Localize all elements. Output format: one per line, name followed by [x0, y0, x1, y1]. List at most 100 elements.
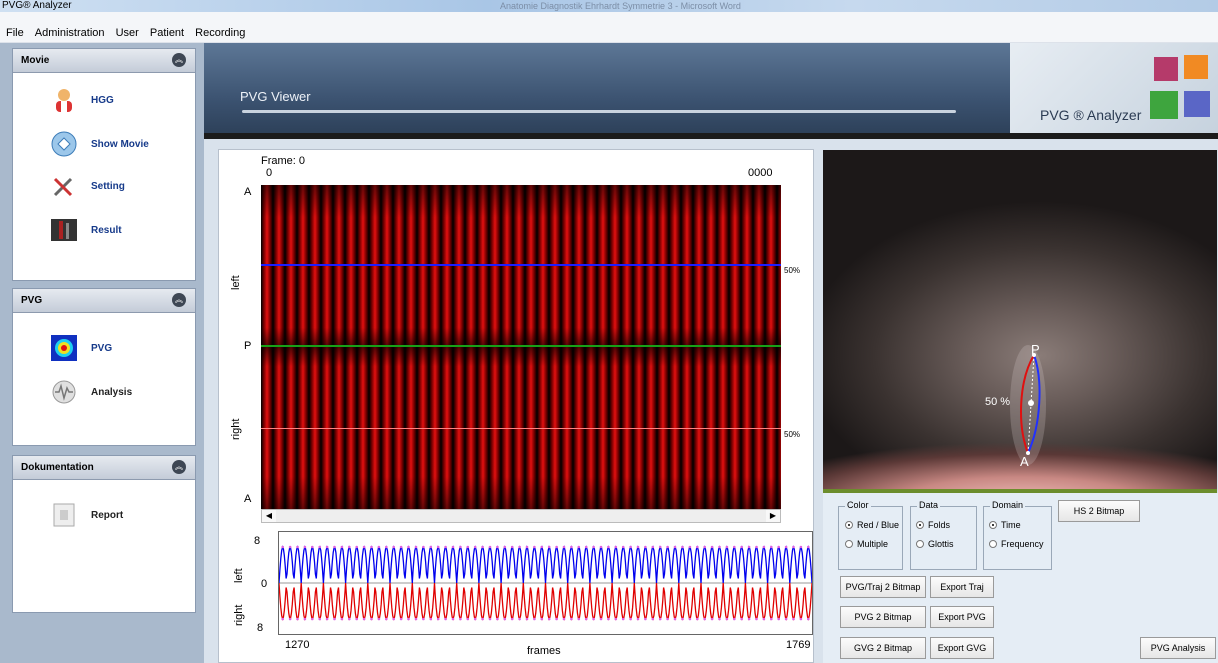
left-50-line	[261, 264, 781, 266]
peak-marker	[340, 617, 344, 621]
waveform-icon	[52, 380, 76, 404]
peak-marker	[688, 617, 692, 621]
kymogram-end: 0000	[748, 167, 773, 179]
sidebar-item-report[interactable]: Report	[51, 500, 191, 530]
pvg-analysis-button[interactable]: PVG Analysis	[1140, 637, 1216, 659]
peak-marker	[592, 617, 595, 621]
sidebar-item-show-movie[interactable]: Show Movie	[51, 129, 191, 159]
data-option-folds[interactable]: Folds	[916, 520, 950, 530]
sidebar-item-hgg[interactable]: HGG	[51, 85, 191, 115]
peak-marker	[755, 545, 758, 549]
gvg-2-bitmap-button[interactable]: GVG 2 Bitmap	[840, 637, 926, 659]
banner-strip	[204, 133, 1218, 139]
scroll-right-icon[interactable]: ▶	[766, 510, 780, 522]
peak-marker	[807, 617, 810, 621]
domain-option-time[interactable]: Time	[989, 520, 1021, 530]
peak-marker	[799, 617, 803, 621]
peak-marker	[681, 617, 684, 621]
collapse-icon[interactable]: ︽	[172, 460, 186, 474]
peak-marker	[296, 545, 299, 549]
collapse-icon[interactable]: ︽	[172, 53, 186, 67]
movie-icon	[51, 131, 77, 157]
export-pvg-button[interactable]: Export PVG	[930, 606, 994, 628]
peak-marker	[807, 545, 810, 549]
peak-marker	[696, 617, 699, 621]
radio-icon[interactable]	[845, 540, 853, 548]
peak-marker	[451, 617, 455, 621]
radio-icon[interactable]	[916, 540, 924, 548]
menu-bar: File Administration User Patient Recordi…	[0, 12, 1218, 43]
kymogram-scrollbar[interactable]: ◀ ▶	[261, 509, 781, 523]
kymogram-label-a-top: A	[244, 186, 252, 198]
export-traj-button[interactable]: Export Traj	[930, 576, 994, 598]
peak-marker	[740, 545, 743, 549]
pvg-panel-header[interactable]: PVG ︽	[13, 289, 195, 313]
sidebar-item-analysis[interactable]: Analysis	[51, 377, 191, 407]
data-legend: Data	[917, 500, 941, 510]
sidebar-item-label: Setting	[91, 181, 125, 192]
sidebar-item-pvg[interactable]: PVG	[51, 333, 191, 363]
sidebar-item-result[interactable]: Result	[51, 215, 191, 245]
hs-2-bitmap-button[interactable]: HS 2 Bitmap	[1058, 500, 1140, 522]
dokumentation-panel-header[interactable]: Dokumentation ︽	[13, 456, 195, 480]
peak-marker	[503, 545, 507, 549]
title-bar: PVG® Analyzer Anatomie Diagnostik Ehrhar…	[0, 0, 1218, 12]
sidebar-item-setting[interactable]: Setting	[51, 171, 191, 201]
peak-marker	[392, 617, 395, 621]
peak-marker	[355, 545, 358, 549]
sidebar-item-label: Analysis	[91, 387, 133, 398]
video-percent: 50 %	[985, 396, 1011, 408]
trajectory-plot[interactable]	[278, 531, 813, 635]
trace-y-top: 8	[254, 535, 261, 547]
movie-panel-header[interactable]: Movie ︽	[13, 49, 195, 73]
export-gvg-button[interactable]: Export GVG	[930, 637, 994, 659]
peak-marker	[436, 617, 440, 621]
peak-marker	[377, 617, 381, 621]
pvg-traj-2-bitmap-button[interactable]: PVG/Traj 2 Bitmap	[840, 576, 926, 598]
peak-marker	[710, 545, 714, 549]
color-option-multiple[interactable]: Multiple	[845, 539, 888, 549]
peak-marker	[318, 545, 321, 549]
peak-marker	[621, 617, 625, 621]
radio-icon[interactable]	[989, 540, 997, 548]
peak-marker	[370, 545, 373, 549]
color-option-label: Red / Blue	[857, 520, 900, 530]
peak-marker	[296, 617, 299, 621]
menu-administration[interactable]: Administration	[34, 27, 105, 39]
pvg-2-bitmap-button[interactable]: PVG 2 Bitmap	[840, 606, 926, 628]
puzzle-icon	[1150, 55, 1210, 119]
collapse-icon[interactable]: ︽	[172, 293, 186, 307]
peak-marker	[311, 545, 314, 549]
kymogram-image[interactable]	[261, 185, 781, 509]
peak-marker	[488, 617, 492, 621]
color-option-red-blue[interactable]: Red / Blue	[845, 520, 899, 530]
video-lip	[823, 383, 1217, 493]
peak-marker	[414, 617, 418, 621]
peak-marker	[385, 617, 388, 621]
peak-marker	[666, 617, 669, 621]
radio-checked-icon[interactable]	[989, 521, 997, 529]
scroll-left-icon[interactable]: ◀	[262, 510, 276, 522]
menu-patient[interactable]: Patient	[149, 27, 185, 39]
peak-marker	[318, 617, 321, 621]
peak-marker	[348, 617, 351, 621]
peak-marker	[688, 545, 692, 549]
peak-marker	[740, 617, 743, 621]
peak-marker	[355, 617, 358, 621]
menu-recording[interactable]: Recording	[195, 27, 246, 39]
domain-group: Domain	[983, 500, 1052, 570]
data-option-glottis[interactable]: Glottis	[916, 539, 954, 549]
peak-marker	[540, 617, 544, 621]
menu-file[interactable]: File	[6, 27, 24, 39]
peak-marker	[385, 545, 388, 549]
radio-checked-icon[interactable]	[845, 521, 853, 529]
dokumentation-panel: Dokumentation ︽ Report	[12, 455, 196, 613]
left-trace	[278, 545, 813, 584]
peak-marker	[362, 545, 366, 549]
kymogram-start: 0	[266, 167, 273, 179]
menu-user[interactable]: User	[115, 27, 139, 39]
video-frame[interactable]: P A 50 %	[823, 150, 1217, 493]
radio-checked-icon[interactable]	[916, 521, 924, 529]
domain-option-frequency[interactable]: Frequency	[989, 539, 1044, 549]
peak-marker	[784, 545, 788, 549]
